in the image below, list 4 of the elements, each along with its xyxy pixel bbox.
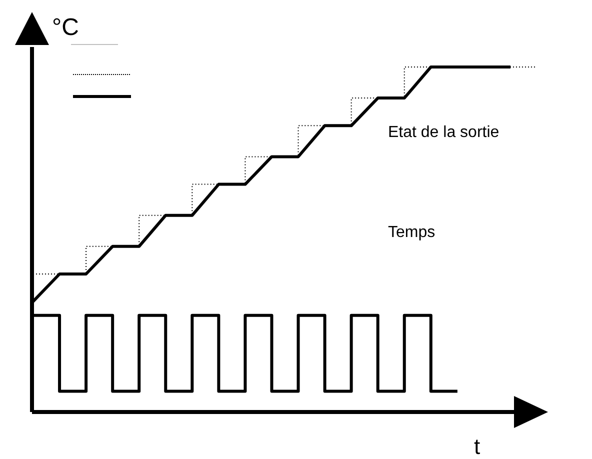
annotation: Temps [388, 224, 436, 241]
x-axis-title: t [474, 434, 480, 459]
y-axis-title: °C [52, 14, 79, 41]
annotation: Etat de la sortie [388, 124, 500, 141]
